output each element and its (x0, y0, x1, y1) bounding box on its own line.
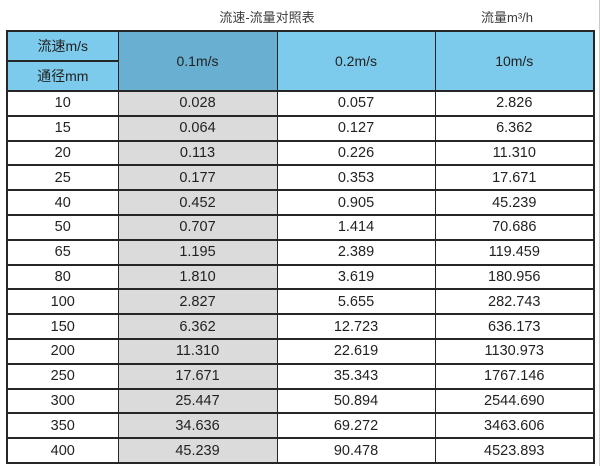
flow-0-1ms-cell: 17.671 (117, 362, 278, 390)
flow-0-2ms-cell: 2.389 (276, 238, 436, 266)
diameter-cell: 10 (6, 90, 119, 117)
flow-10ms-cell: 6.362 (434, 114, 595, 142)
table-row: 300 25.447 50.894 2544.690 (6, 387, 595, 415)
header-diameter-label: 通径mm (6, 60, 119, 92)
diameter-cell: 15 (6, 114, 119, 142)
flow-0-2ms-cell: 0.057 (276, 90, 436, 117)
diameter-cell: 65 (6, 238, 119, 266)
flow-10ms-cell: 282.743 (434, 288, 595, 316)
flow-0-1ms-cell: 6.362 (117, 313, 278, 340)
table-title: 流速-流量对照表 (219, 10, 315, 25)
flow-0-2ms-cell: 0.127 (276, 114, 436, 142)
diameter-cell: 150 (6, 313, 119, 340)
flow-0-1ms-cell: 0.452 (117, 189, 278, 216)
titlebar: 流速-流量对照表 流量m³/h (0, 0, 599, 30)
table-row: 100 2.827 5.655 282.743 (6, 288, 595, 316)
flow-0-2ms-cell: 5.655 (276, 288, 436, 316)
flow-0-2ms-cell: 90.478 (276, 437, 436, 464)
flow-0-2ms-cell: 0.353 (276, 164, 436, 192)
flow-10ms-cell: 3463.606 (434, 412, 595, 440)
diameter-cell: 50 (6, 213, 119, 241)
flow-0-1ms-cell: 1.810 (117, 263, 278, 291)
flow-unit-label: 流量m³/h (480, 10, 534, 25)
header-col-0-2ms: 0.2m/s (276, 30, 436, 92)
flow-10ms-cell: 11.310 (434, 139, 595, 167)
flow-0-2ms-cell: 0.226 (276, 139, 436, 167)
flow-0-1ms-cell: 0.177 (117, 164, 278, 192)
diameter-cell: 100 (6, 288, 119, 316)
flow-10ms-cell: 2.826 (434, 90, 595, 117)
flow-0-2ms-cell: 0.905 (276, 189, 436, 216)
flow-10ms-cell: 119.459 (434, 238, 595, 266)
diameter-cell: 20 (6, 139, 119, 167)
flow-10ms-cell: 17.671 (434, 164, 595, 192)
flow-10ms-cell: 70.686 (434, 213, 595, 241)
table-row: 200 11.310 22.619 1130.973 (6, 337, 595, 365)
table-row: 80 1.810 3.619 180.956 (6, 263, 595, 291)
table-row: 40 0.452 0.905 45.239 (6, 189, 595, 216)
table-row: 25 0.177 0.353 17.671 (6, 164, 595, 192)
flow-0-2ms-cell: 12.723 (276, 313, 436, 340)
table-row: 50 0.707 1.414 70.686 (6, 213, 595, 241)
diameter-cell: 25 (6, 164, 119, 192)
flow-10ms-cell: 4523.893 (434, 437, 595, 464)
flow-0-2ms-cell: 1.414 (276, 213, 436, 241)
diameter-cell: 350 (6, 412, 119, 440)
table-row: 150 6.362 12.723 636.173 (6, 313, 595, 340)
flow-10ms-cell: 1130.973 (434, 337, 595, 365)
header-velocity-label: 流速m/s (6, 30, 119, 62)
flow-0-2ms-cell: 22.619 (276, 337, 436, 365)
flow-0-1ms-cell: 0.064 (117, 114, 278, 142)
flow-10ms-cell: 2544.690 (434, 387, 595, 415)
flow-10ms-cell: 45.239 (434, 189, 595, 216)
table-row: 65 1.195 2.389 119.459 (6, 238, 595, 266)
diameter-cell: 250 (6, 362, 119, 390)
flow-10ms-cell: 1767.146 (434, 362, 595, 390)
flow-0-1ms-cell: 0.113 (117, 139, 278, 167)
flow-0-2ms-cell: 50.894 (276, 387, 436, 415)
diameter-cell: 300 (6, 387, 119, 415)
flow-0-1ms-cell: 0.028 (117, 90, 278, 117)
header-col-10ms: 10m/s (434, 30, 595, 92)
flow-0-2ms-cell: 69.272 (276, 412, 436, 440)
table-row: 250 17.671 35.343 1767.146 (6, 362, 595, 390)
diameter-cell: 200 (6, 337, 119, 365)
flow-0-2ms-cell: 3.619 (276, 263, 436, 291)
table-header: 流速m/s 0.1m/s 0.2m/s 10m/s 通径mm (6, 30, 595, 92)
flow-rate-table: 流速m/s 0.1m/s 0.2m/s 10m/s 通径mm 10 0.028 … (6, 30, 595, 464)
flow-0-1ms-cell: 1.195 (117, 238, 278, 266)
flow-0-2ms-cell: 35.343 (276, 362, 436, 390)
flow-0-1ms-cell: 34.636 (117, 412, 278, 440)
table-row: 20 0.113 0.226 11.310 (6, 139, 595, 167)
flow-0-1ms-cell: 0.707 (117, 213, 278, 241)
flow-0-1ms-cell: 45.239 (117, 437, 278, 464)
flow-10ms-cell: 636.173 (434, 313, 595, 340)
flow-10ms-cell: 180.956 (434, 263, 595, 291)
diameter-cell: 400 (6, 437, 119, 464)
table-row: 350 34.636 69.272 3463.606 (6, 412, 595, 440)
diameter-cell: 40 (6, 189, 119, 216)
flow-0-1ms-cell: 2.827 (117, 288, 278, 316)
flow-0-1ms-cell: 25.447 (117, 387, 278, 415)
table-row: 10 0.028 0.057 2.826 (6, 90, 595, 117)
table-body: 10 0.028 0.057 2.826 15 0.064 0.127 6.36… (6, 90, 595, 464)
header-col-0-1ms: 0.1m/s (117, 30, 278, 92)
table-row: 15 0.064 0.127 6.362 (6, 114, 595, 142)
flow-0-1ms-cell: 11.310 (117, 337, 278, 365)
table-row: 400 45.239 90.478 4523.893 (6, 437, 595, 464)
diameter-cell: 80 (6, 263, 119, 291)
